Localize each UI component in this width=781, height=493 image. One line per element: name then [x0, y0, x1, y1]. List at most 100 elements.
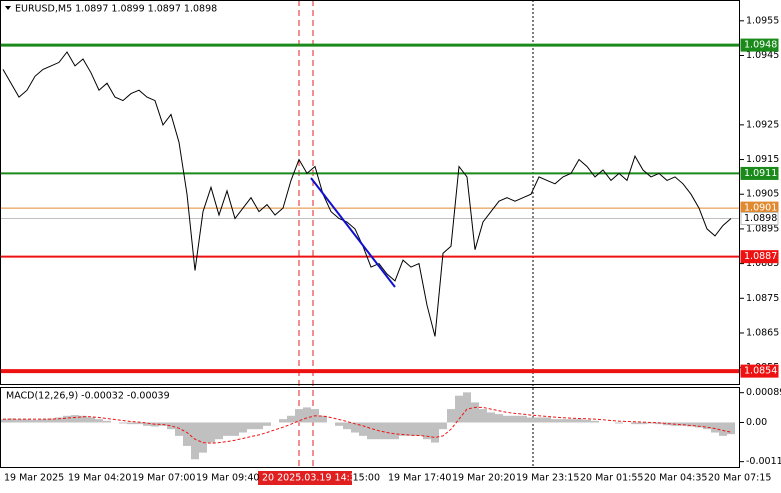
macd-bar [183, 422, 191, 446]
macd-bar [463, 392, 471, 423]
macd-bar [687, 422, 695, 427]
macd-bar [95, 419, 103, 423]
macd-bar [319, 415, 327, 423]
macd-bar [695, 422, 703, 428]
macd-bar [31, 419, 39, 423]
macd-bar [255, 422, 263, 430]
macd-bar [127, 422, 135, 425]
level-label: 1.0901 [744, 203, 777, 214]
macd-bar [231, 422, 239, 436]
macd-bar [559, 419, 567, 423]
macd-bar [631, 422, 639, 425]
macd-bar [455, 395, 463, 423]
level-label: 1.0887 [744, 251, 777, 262]
y-tick-label: 1.0955 [746, 15, 779, 26]
macd-bar [335, 422, 343, 426]
y-tick-label: -0.00117 [746, 456, 781, 467]
macd-bar [287, 415, 295, 423]
y-tick-label: 0.00 [746, 417, 767, 428]
macd-bar [503, 415, 511, 423]
macd-bar [575, 419, 583, 423]
symbol-header: EURUSD,M5 1.0897 1.0899 1.0897 1.0898 [15, 4, 217, 15]
macd-bar [15, 419, 23, 423]
y-tick-label: 1.0925 [746, 119, 779, 130]
macd-bar [303, 407, 311, 423]
time-label: 19 Mar 17:40 [388, 473, 451, 484]
macd-bar [87, 417, 95, 423]
macd-bar [239, 422, 247, 433]
main-frame [0, 0, 740, 385]
signal-line [3, 406, 732, 444]
macd-bar [119, 422, 127, 424]
macd-bar [63, 415, 71, 423]
macd-bar [591, 420, 599, 423]
macd-bar [655, 422, 663, 425]
level-label-box [740, 166, 779, 180]
macd-bar [399, 422, 407, 436]
macd-bar [663, 422, 671, 426]
y-tick-label: 1.0865 [746, 327, 779, 338]
macd-bar [71, 415, 79, 423]
y-tick-label: 1.0875 [746, 293, 779, 304]
time-label: 19 Mar 20:20 [452, 473, 515, 484]
macd-bar [383, 422, 391, 440]
macd-bar [519, 415, 527, 423]
macd-bar [727, 422, 735, 435]
macd-bar [511, 415, 519, 423]
macd-bar [247, 422, 255, 430]
macd-bar [471, 402, 479, 423]
macd-bar [23, 419, 31, 423]
macd-bar [535, 417, 543, 423]
macd-bar [447, 409, 455, 423]
macd-bar [167, 422, 175, 430]
macd-bar [431, 422, 439, 443]
macd-bar [479, 409, 487, 423]
macd-bar [567, 419, 575, 423]
macd-bar [55, 417, 63, 423]
macd-bar [407, 422, 415, 436]
time-label: 19 Mar 23:15 [516, 473, 579, 484]
macd-bar [0, 419, 7, 423]
macd-bar [391, 422, 399, 440]
y-tick-label: 1.0915 [746, 154, 779, 165]
price-line [2, 51, 732, 337]
macd-bar [439, 422, 447, 430]
macd-bar [415, 422, 423, 436]
macd-bar [39, 419, 47, 423]
macd-bar [367, 422, 375, 440]
trend-line [310, 177, 396, 288]
macd-bar [223, 422, 231, 436]
macd-bar [583, 419, 591, 423]
level-label-box [740, 364, 779, 378]
macd-bar [495, 414, 503, 423]
y-tick-label: 1.0945 [746, 50, 779, 61]
macd-bar [527, 417, 535, 423]
level-label: 1.0948 [744, 40, 777, 51]
time-label: 15:00 [353, 473, 380, 484]
macd-bar [215, 422, 223, 440]
macd-bar [135, 422, 143, 425]
crosshair-box [258, 471, 352, 485]
time-label: 20 Mar 01:55 [580, 473, 643, 484]
level-label-box [740, 38, 779, 52]
level-label-box [740, 212, 779, 226]
macd-bar [711, 422, 719, 433]
menu-arrow[interactable] [5, 6, 11, 10]
macd-bar [279, 419, 287, 423]
level-label: 1.0898 [744, 213, 777, 224]
time-label: 19 Mar 09:40 [196, 473, 259, 484]
level-label: 1.0854 [744, 366, 777, 377]
crosshair-label: 20 2025.03.19 14:35 [262, 473, 362, 484]
plot-layer [0, 43, 740, 460]
macd-bar [79, 415, 87, 423]
macd-bar [719, 422, 727, 436]
macd-bar [359, 422, 367, 436]
macd-bar [679, 422, 687, 426]
macd-bar [207, 422, 215, 443]
macd-header: MACD(12,26,9) -0.00032 -0.00039 [6, 391, 170, 402]
macd-bar [191, 422, 199, 460]
macd-bar [551, 419, 559, 423]
macd-bar [351, 422, 359, 433]
